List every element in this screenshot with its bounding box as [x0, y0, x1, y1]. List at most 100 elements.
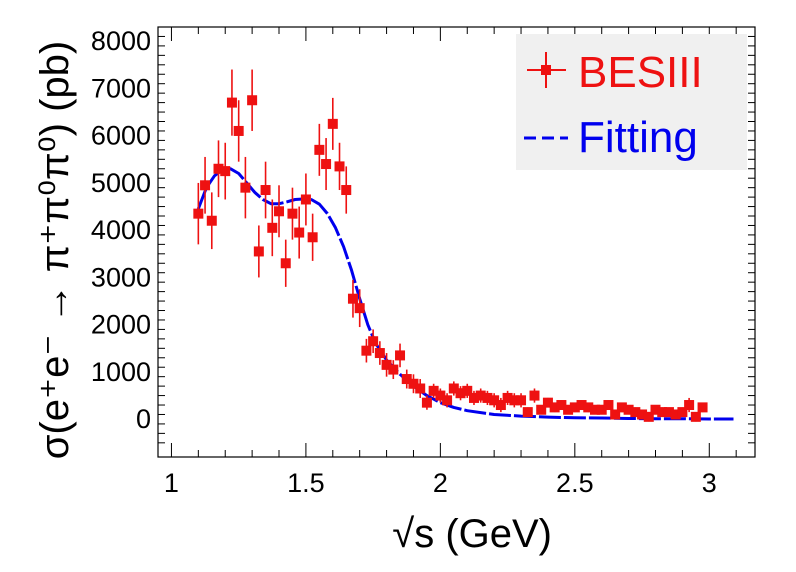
y-tick-label: 0: [136, 404, 151, 434]
data-marker: [415, 383, 426, 394]
data-point: [475, 388, 486, 403]
y-tick-label: 1000: [91, 357, 151, 387]
data-point: [307, 213, 318, 261]
data-point: [690, 411, 701, 422]
data-point: [616, 402, 627, 413]
data-marker: [616, 402, 627, 413]
data-marker: [233, 125, 244, 136]
x-tick-label: 2: [433, 468, 448, 498]
data-marker: [637, 409, 648, 420]
y-tick-label: 2000: [91, 310, 151, 340]
data-marker: [583, 402, 594, 413]
data-point: [569, 402, 580, 413]
x-axis: 1 1.5 2 2.5 3: [164, 27, 737, 498]
data-marker: [542, 397, 553, 408]
data-marker: [495, 400, 506, 411]
data-point: [361, 338, 372, 363]
data-point: [274, 185, 285, 238]
data-point: [650, 404, 661, 415]
data-point: [374, 341, 385, 365]
data-marker: [334, 161, 345, 172]
data-marker: [421, 397, 432, 408]
plot-frame: [157, 26, 756, 458]
data-marker: [650, 404, 661, 415]
data-marker: [455, 388, 466, 399]
data-marker: [388, 364, 399, 375]
data-marker: [603, 400, 614, 411]
data-marker: [462, 385, 473, 396]
data-marker: [536, 404, 547, 415]
y-tick-label: 5000: [91, 168, 151, 198]
data-marker: [428, 385, 439, 396]
data-marker: [442, 395, 453, 406]
y-tick-label: 3000: [91, 262, 151, 292]
data-marker: [368, 336, 379, 347]
data-marker: [643, 411, 654, 422]
data-marker: [220, 166, 231, 177]
data-point: [684, 397, 695, 413]
data-marker: [240, 182, 251, 193]
data-point: [388, 360, 399, 380]
data-point: [637, 409, 648, 420]
x-tick-label: 3: [702, 468, 717, 498]
legend-label-fitting: Fitting: [578, 113, 698, 162]
data-marker: [300, 194, 311, 205]
data-point: [213, 140, 224, 198]
data-point: [247, 69, 258, 131]
legend-entry-fitting: Fitting: [524, 113, 698, 162]
data-point: [200, 156, 211, 214]
y-tick-label: 6000: [91, 121, 151, 151]
data-point: [435, 388, 446, 403]
data-marker: [401, 374, 412, 385]
data-marker: [482, 392, 493, 403]
data-point: [563, 404, 574, 415]
data-marker: [502, 392, 513, 403]
y-tick-label: 4000: [91, 215, 151, 245]
data-marker: [657, 407, 668, 418]
data-marker: [516, 395, 527, 406]
data-point: [280, 239, 291, 287]
data-point: [529, 388, 540, 403]
data-marker: [690, 411, 701, 422]
legend-label-besiii: BESIII: [578, 48, 703, 97]
data-marker: [226, 97, 237, 108]
x-tick-label: 1: [164, 468, 179, 498]
data-point: [206, 192, 217, 250]
data-marker: [361, 345, 372, 356]
data-point: [347, 279, 358, 318]
data-point: [489, 393, 500, 408]
data-point: [334, 142, 345, 191]
data-point: [663, 407, 674, 418]
data-point: [415, 379, 426, 398]
data-marker: [475, 390, 486, 401]
data-point: [408, 374, 419, 394]
data-marker: [307, 232, 318, 243]
data-point: [502, 390, 513, 406]
data-marker: [314, 144, 325, 155]
data-point: [287, 187, 298, 240]
data-marker: [563, 404, 574, 415]
data-point: [522, 407, 533, 418]
data-point: [495, 397, 506, 413]
data-point: [327, 97, 338, 150]
data-point: [220, 142, 231, 200]
data-marker: [596, 404, 607, 415]
data-marker: [468, 392, 479, 403]
data-marker: [509, 395, 520, 406]
data-point: [240, 156, 251, 219]
data-point: [442, 393, 453, 408]
data-marker: [677, 407, 688, 418]
data-marker: [287, 208, 298, 219]
y-axis: 0 1000 2000 3000 4000 5000 6000 7000 8000: [91, 26, 755, 444]
data-point: [448, 381, 459, 396]
x-tick-label: 2.5: [556, 468, 594, 498]
data-point: [260, 161, 271, 219]
data-marker: [327, 118, 338, 129]
data-point: [354, 289, 365, 328]
data-marker: [556, 400, 567, 411]
data-marker: [347, 293, 358, 304]
data-marker: [697, 402, 708, 413]
data-marker: [193, 208, 204, 219]
data-point: [583, 402, 594, 413]
